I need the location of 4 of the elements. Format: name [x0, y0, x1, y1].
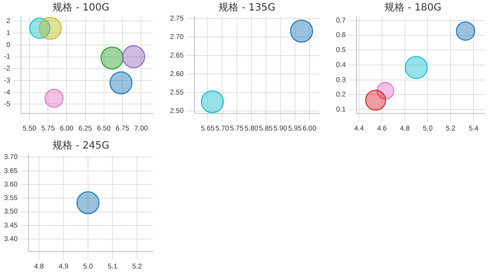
chart-title: 规格 - 135G [218, 2, 276, 14]
chart-title: 规格 - 100G [52, 2, 110, 14]
chart-title: 规格 - 180G [384, 2, 442, 14]
chart-title: 规格 - 245G [52, 140, 110, 152]
